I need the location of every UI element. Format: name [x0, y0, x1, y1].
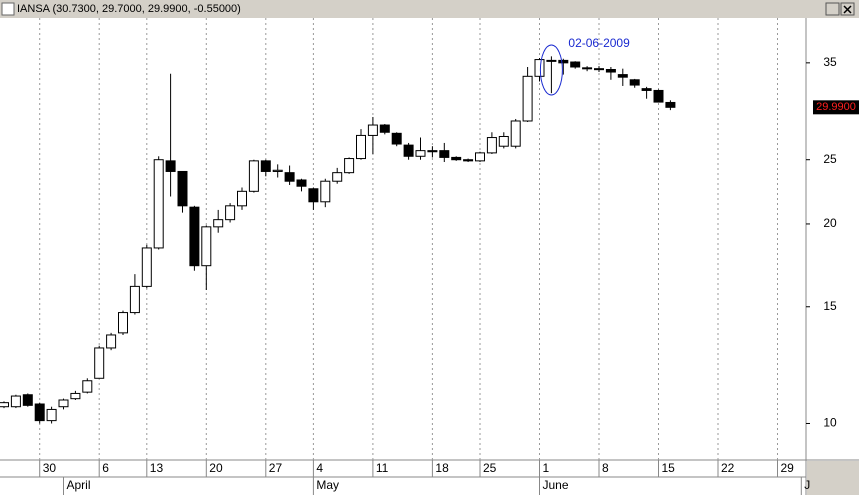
candle-body [653, 89, 664, 103]
candle-body [201, 226, 212, 267]
month-label: J [804, 478, 810, 492]
x-tick-label: 6 [102, 461, 109, 475]
candle-body [356, 134, 366, 160]
y-tick-label: 15 [823, 299, 837, 313]
candle-body [486, 137, 497, 154]
x-tick-label: 20 [209, 461, 223, 475]
candle-body [82, 380, 93, 393]
candle-body [510, 120, 521, 147]
annotation-label: 02-06-2009 [568, 36, 630, 50]
candle-body [403, 144, 414, 157]
candle-body [629, 79, 640, 86]
candle-body [332, 172, 343, 182]
candle-body [58, 399, 69, 408]
candle-body [594, 68, 604, 71]
candle-body [415, 150, 426, 157]
candle-body [153, 159, 164, 249]
candle-body [570, 61, 581, 68]
x-tick-label: 22 [721, 461, 735, 475]
candle-body [605, 69, 616, 73]
y-tick-label: 35 [823, 55, 837, 69]
candle-body [22, 394, 33, 406]
title-bar [0, 0, 859, 18]
candle-body [522, 75, 533, 122]
candle-body [237, 190, 247, 207]
x-tick-label: 27 [269, 461, 283, 475]
x-tick-label: 18 [435, 461, 449, 475]
candle-body [284, 172, 295, 182]
candle-body [225, 205, 236, 221]
candle-body [427, 150, 438, 153]
candle-body [213, 219, 224, 228]
candle-body [391, 132, 402, 145]
x-tick-label: 8 [602, 461, 609, 475]
candle-body [248, 160, 259, 192]
candle-body [558, 59, 569, 64]
candle-body [260, 160, 271, 172]
candle-body [617, 74, 628, 78]
close-icon [843, 5, 852, 14]
candle-body [10, 395, 21, 408]
x-tick-label: 25 [483, 461, 497, 475]
candle-body [177, 170, 188, 207]
candle-body [94, 347, 105, 379]
restore-button[interactable] [825, 2, 840, 16]
month-label: May [316, 478, 339, 492]
x-tick-label: 11 [376, 461, 389, 475]
candle-body [106, 334, 117, 349]
corner [807, 461, 859, 495]
x-tick-label: 30 [43, 461, 57, 475]
y-tick-label: 20 [823, 216, 837, 230]
month-label: June [543, 478, 569, 492]
candle-body [141, 247, 152, 287]
candle-body [546, 59, 557, 62]
candle-body [189, 206, 200, 267]
candle-body [272, 169, 283, 172]
candle-body [582, 67, 593, 70]
x-tick-label: 4 [316, 461, 323, 475]
candle-body [641, 88, 652, 91]
candle-body [498, 135, 509, 147]
candle-body [34, 403, 45, 422]
y-tick-label: 25 [823, 152, 837, 166]
x-tick-label: 15 [662, 461, 676, 475]
candle-body [451, 156, 462, 161]
candle-body [129, 285, 140, 314]
annotation-ellipse [539, 44, 563, 96]
candle-body [0, 402, 9, 408]
candle-body [463, 159, 474, 162]
last-price-box [813, 100, 859, 115]
candle-body [118, 312, 128, 334]
candle-body [165, 160, 176, 172]
candle-body [379, 124, 390, 133]
candle-body [344, 158, 355, 174]
app-icon [1, 2, 15, 16]
candle-body [367, 124, 378, 136]
candle-body [296, 179, 307, 187]
candle-body [439, 150, 450, 158]
month-label: April [67, 478, 91, 492]
candle-body [70, 392, 81, 400]
candle-body [475, 152, 485, 162]
chart-title: IANSA (30.7300, 29.7000, 29.9900, -0.550… [17, 3, 241, 15]
x-tick-label: 1 [543, 461, 550, 475]
candle-body [320, 180, 331, 203]
y-tick-label: 10 [823, 416, 837, 430]
candle-body [534, 59, 545, 77]
candle-body [665, 101, 676, 108]
candle-body [308, 188, 319, 203]
x-tick-label: 13 [150, 461, 164, 475]
x-tick-label: 29 [781, 461, 795, 475]
last-price-label: 29.9900 [816, 101, 856, 113]
candle-body [46, 408, 57, 422]
